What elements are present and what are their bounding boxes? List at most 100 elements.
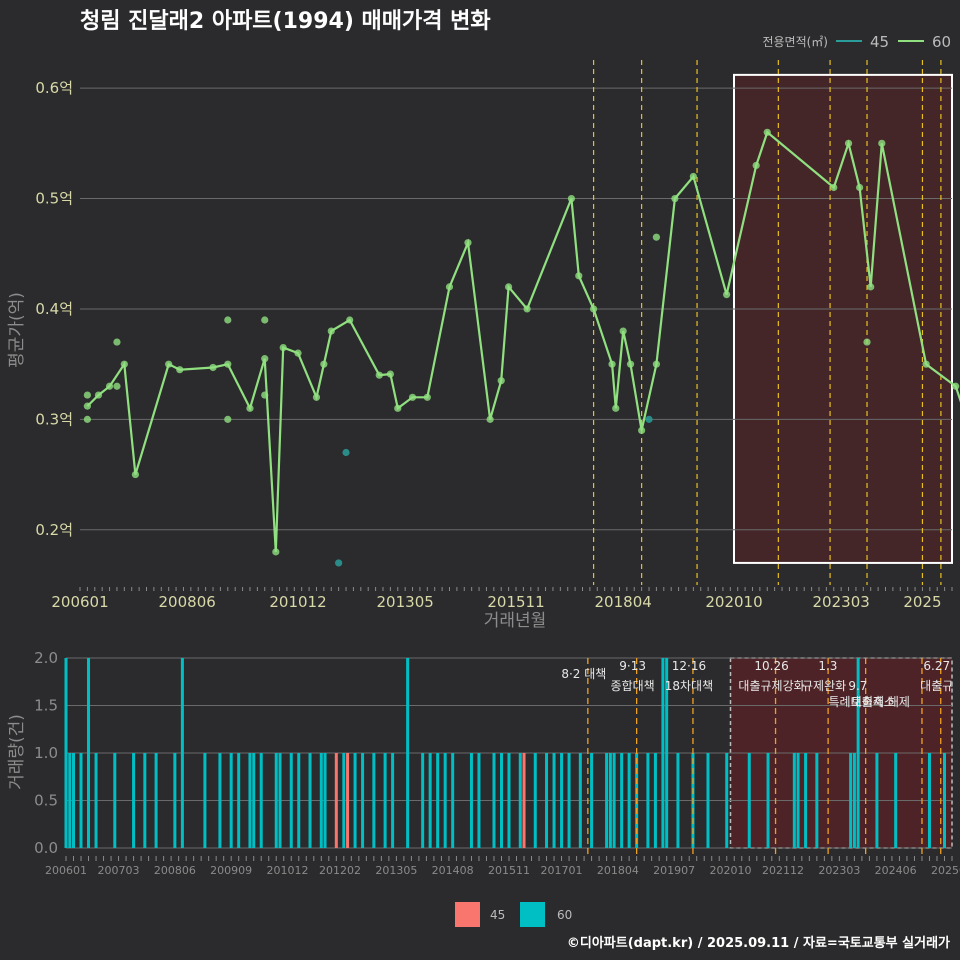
series-60-point <box>652 360 661 368</box>
bar-60 <box>391 753 395 848</box>
bar-60 <box>804 753 808 848</box>
bar-60 <box>894 753 898 848</box>
bar-60 <box>605 753 609 848</box>
series-60-point <box>752 161 760 170</box>
series-60-point <box>652 233 661 241</box>
bar-60 <box>180 658 184 848</box>
series-60-point <box>224 360 232 368</box>
x-tick-label: 200909 <box>210 864 252 877</box>
event-annotation: 6.27 <box>923 659 950 673</box>
bar-60 <box>578 753 582 848</box>
bar-60 <box>852 753 856 848</box>
series-60-point <box>863 338 871 346</box>
event-annotation: 종합대책 <box>611 678 655 693</box>
bar-60 <box>297 753 301 848</box>
x-tick-label: 202303 <box>813 593 870 611</box>
x-tick-label: 200601 <box>51 593 108 611</box>
bar-60 <box>560 753 564 848</box>
series-45-point <box>342 448 350 457</box>
price-panel: 0.2억 0.3억 0.4억 0.5억 0.6억 200601 200806 201012 20… <box>35 60 960 611</box>
series-60-point <box>497 377 505 385</box>
x-tick-label: 201408 <box>432 864 474 877</box>
series-60-point <box>346 316 354 324</box>
series-60-point <box>878 139 886 147</box>
series-60-point <box>638 426 646 435</box>
x-tick-label: 202112 <box>762 864 804 877</box>
x-tick-label: 201701 <box>541 864 583 877</box>
y-tick-label: 0.6억 <box>35 79 73 97</box>
y-tick-label: 2.0 <box>34 649 58 667</box>
y-tick-label: 0.5 <box>34 792 58 810</box>
bar-60 <box>533 753 537 848</box>
legend-label-60-bottom: 60 <box>557 908 572 922</box>
bar-60 <box>132 753 136 848</box>
series-60-point <box>486 415 494 423</box>
bar-60 <box>436 753 440 848</box>
event-annotation: 토허제 해제 <box>851 695 910 709</box>
bar-60 <box>942 753 946 848</box>
x-tick-label: 2025 <box>903 593 941 611</box>
bar-60 <box>274 753 278 848</box>
series-60-point <box>83 415 91 423</box>
bar-60 <box>308 753 312 848</box>
y-tick-label: 0.3억 <box>35 410 73 428</box>
bar-60 <box>229 753 233 848</box>
event-annotation: 10.26 <box>754 659 788 673</box>
x-tick-label: 200703 <box>98 864 140 877</box>
bar-60 <box>706 753 710 848</box>
bar-60 <box>552 753 556 848</box>
bar-60 <box>567 753 571 848</box>
series-60-point <box>224 415 232 423</box>
bar-60 <box>590 753 594 848</box>
bar-60 <box>796 753 800 848</box>
series-60-point <box>464 239 472 247</box>
bar-60 <box>64 658 68 848</box>
series-60-point <box>856 183 864 192</box>
series-60-point <box>922 360 930 368</box>
bar-60 <box>499 753 503 848</box>
series-60-point <box>165 360 173 368</box>
y-axis-title: 평균가(억) <box>7 292 27 368</box>
series-60-point <box>261 355 269 363</box>
legend-label-45-bottom: 45 <box>490 908 505 922</box>
event-annotation: 1.3 <box>818 659 837 673</box>
event-annotation: 12·16 <box>672 659 706 673</box>
bar-60 <box>518 753 522 848</box>
x-tick-label: 201511 <box>488 864 530 877</box>
bar-45 <box>334 753 338 848</box>
bar-60 <box>72 753 76 848</box>
bar-60 <box>143 753 147 848</box>
series-60-point <box>246 404 254 412</box>
series-60-point <box>589 305 598 313</box>
legend-label-45: 45 <box>870 33 889 51</box>
bar-60 <box>815 753 819 848</box>
bar-60 <box>278 753 282 848</box>
bar-60 <box>353 753 357 848</box>
bar-45 <box>346 753 350 848</box>
x-axis-title: 거래년월 <box>484 611 547 631</box>
series-60-point <box>113 338 121 346</box>
bar-60 <box>766 753 770 848</box>
bar-60 <box>154 753 158 848</box>
x-tick-label: 202406 <box>875 864 917 877</box>
series-60-point <box>763 128 771 136</box>
x-tick-label: 201305 <box>377 593 434 611</box>
event-annotation: 대출규제강화 <box>738 679 804 693</box>
bar-60 <box>627 753 631 848</box>
event-annotation: 특례대출축소 <box>829 695 895 709</box>
series-60-point <box>113 382 121 390</box>
series-60-point <box>952 382 960 390</box>
series-60-point <box>408 393 417 401</box>
bar-60 <box>451 753 455 848</box>
series-60-point <box>83 391 91 399</box>
bar-60 <box>725 753 729 848</box>
bar-60 <box>661 658 665 848</box>
series-60-point <box>723 291 731 299</box>
bar-60 <box>79 753 83 848</box>
x-tick-label: 202010 <box>710 864 752 877</box>
event-annotation: 18차대책 <box>665 678 713 693</box>
series-60-point <box>375 371 383 379</box>
legend-swatch-60 <box>520 902 545 927</box>
bar-60 <box>406 658 410 848</box>
bar-60 <box>113 753 117 848</box>
